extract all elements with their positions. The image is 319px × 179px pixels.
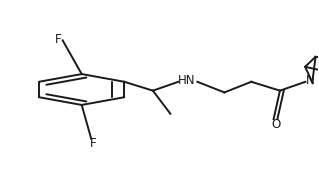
Text: N: N — [306, 74, 315, 87]
Text: O: O — [271, 118, 280, 131]
Text: F: F — [90, 137, 96, 150]
Text: HN: HN — [177, 74, 195, 87]
Text: F: F — [55, 33, 61, 46]
